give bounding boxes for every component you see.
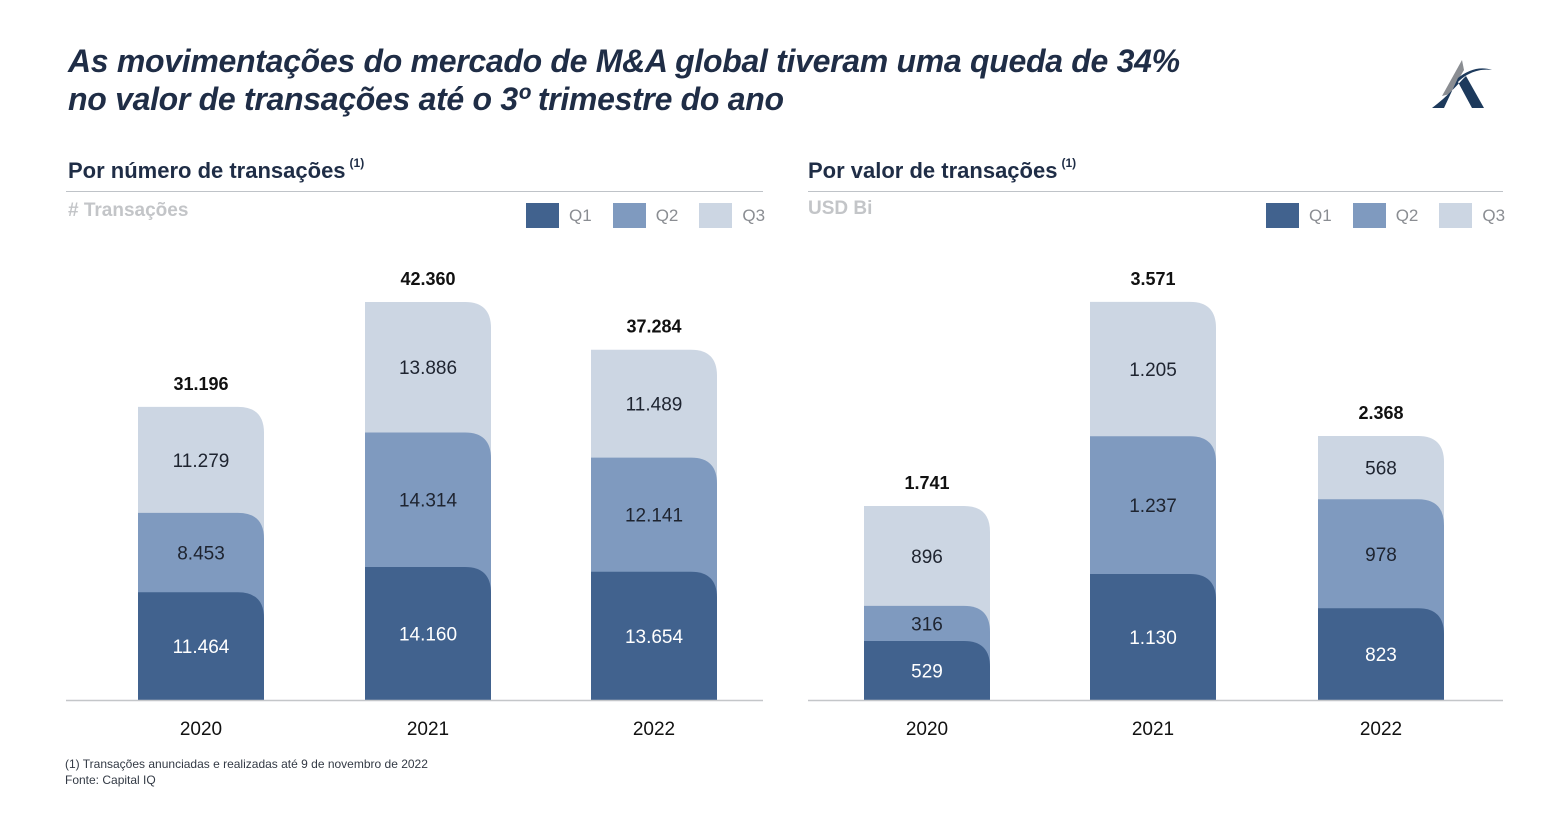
footnote-ref: (1): [1061, 156, 1077, 170]
bar-segment-q1-2021: [1090, 574, 1216, 700]
legend-item-q1: Q1: [526, 203, 592, 228]
data-label-q1-2021: 14.160: [399, 624, 457, 645]
data-label-q1-2021: 1.130: [1129, 628, 1177, 649]
panel-title-count: Por número de transações (1): [68, 156, 365, 184]
legend-swatch-q2: [612, 203, 646, 228]
total-label-2022: 2.368: [1358, 403, 1403, 423]
unit-label: USD Bi: [808, 198, 873, 219]
legend-label: Q1: [1309, 205, 1332, 225]
x-tick-label-2020: 2020: [906, 719, 948, 740]
panel-divider: [808, 191, 1503, 192]
data-label-q3-2021: 1.205: [1129, 360, 1177, 381]
legend: Q1 Q2 Q3: [526, 203, 765, 228]
data-label-q2-2022: 12.141: [625, 506, 683, 527]
legend-swatch-q3: [1439, 203, 1473, 228]
panel-title-text: Por número de transações: [68, 158, 346, 183]
legend-label: Q2: [655, 205, 679, 225]
data-label-q3-2021: 13.886: [399, 358, 457, 379]
data-label-q3-2022: 568: [1365, 459, 1397, 480]
company-logo-icon: [1432, 60, 1492, 108]
legend-item-q3: Q3: [1439, 203, 1505, 228]
total-label-2021: 3.571: [1130, 269, 1175, 289]
legend-swatch-q1: [1266, 203, 1299, 228]
data-label-q1-2022: 13.654: [625, 627, 684, 648]
legend-swatch-q2: [1352, 203, 1386, 228]
page-title: As movimentações do mercado de M&A globa…: [68, 42, 1180, 118]
bar-segment-q1-2021: [365, 566, 491, 700]
title-line-2: no valor de transações até o 3º trimestr…: [68, 81, 784, 117]
source-note: Fonte: Capital IQ: [65, 773, 156, 787]
legend-label: Q1: [569, 205, 592, 225]
data-label-q3-2020: 896: [911, 547, 943, 568]
x-tick-label-2020: 2020: [180, 719, 222, 740]
total-label-2021: 42.360: [400, 269, 455, 289]
legend-label: Q3: [1482, 205, 1506, 225]
data-label-q2-2020: 8.453: [177, 544, 225, 565]
x-tick-label-2022: 2022: [1360, 719, 1402, 740]
total-label-2022: 37.284: [626, 317, 681, 337]
x-tick-label-2021: 2021: [1132, 719, 1174, 740]
data-label-q3-2022: 11.489: [626, 395, 683, 416]
bar-segment-q1-2022: [1318, 608, 1444, 700]
panel-title-text: Por valor de transações: [808, 158, 1058, 183]
data-label-q2-2021: 14.314: [399, 491, 458, 512]
footnote: (1) Transações anunciadas e realizadas a…: [65, 757, 428, 771]
panel-title-value: Por valor de transações (1): [808, 156, 1077, 184]
panel-divider: [66, 191, 763, 192]
legend-swatch-q1: [526, 203, 559, 228]
data-label-q2-2022: 978: [1365, 545, 1397, 566]
footnote-ref: (1): [349, 156, 365, 170]
x-tick-label-2022: 2022: [633, 719, 675, 740]
data-label-q1-2020: 529: [911, 662, 943, 683]
legend-item-q1: Q1: [1266, 203, 1332, 228]
legend: Q1 Q2 Q3: [1266, 203, 1505, 228]
data-label-q1-2020: 11.464: [173, 637, 230, 658]
legend-item-q2: Q2: [612, 203, 679, 228]
bar-segment-q1-2022: [591, 571, 717, 700]
total-label-2020: 1.741: [904, 473, 949, 493]
title-line-1: As movimentações do mercado de M&A globa…: [68, 43, 1180, 79]
legend-item-q3: Q3: [699, 203, 765, 228]
data-label-q1-2022: 823: [1365, 645, 1397, 666]
data-label-q3-2020: 11.279: [173, 451, 230, 472]
legend-item-q2: Q2: [1352, 203, 1419, 228]
data-label-q2-2020: 316: [911, 614, 943, 635]
bar-segment-q1-2020: [138, 592, 264, 700]
total-label-2020: 31.196: [173, 374, 228, 394]
legend-swatch-q3: [699, 203, 733, 228]
x-tick-label-2021: 2021: [407, 719, 449, 740]
legend-label: Q3: [742, 205, 766, 225]
unit-label: # Transações: [68, 200, 189, 221]
legend-label: Q2: [1395, 205, 1419, 225]
data-label-q2-2021: 1.237: [1129, 496, 1177, 517]
bar-segment-q1-2020: [864, 641, 990, 700]
